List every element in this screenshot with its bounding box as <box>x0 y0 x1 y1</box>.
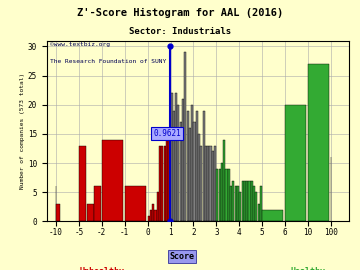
Bar <box>152 204 154 221</box>
Bar <box>260 186 262 221</box>
Bar <box>203 110 205 221</box>
Bar <box>184 52 186 221</box>
Bar <box>210 146 212 221</box>
Bar <box>285 105 306 221</box>
Bar <box>177 105 180 221</box>
Bar <box>216 169 219 221</box>
Bar <box>308 64 329 221</box>
Bar <box>200 146 202 221</box>
Bar <box>191 105 193 221</box>
Bar <box>102 140 123 221</box>
Bar <box>189 128 191 221</box>
Bar <box>207 146 209 221</box>
Bar <box>193 122 195 221</box>
Bar <box>148 215 150 221</box>
Text: 0.9621: 0.9621 <box>153 129 181 138</box>
Bar <box>246 181 248 221</box>
Bar <box>244 181 246 221</box>
Bar <box>221 163 223 221</box>
Bar <box>182 99 184 221</box>
Bar <box>168 134 170 221</box>
Bar <box>196 110 198 221</box>
Bar <box>159 146 161 221</box>
Bar <box>230 186 232 221</box>
Bar <box>251 181 253 221</box>
Bar <box>94 186 101 221</box>
Bar <box>239 192 241 221</box>
Bar <box>154 210 157 221</box>
Bar <box>175 93 177 221</box>
Text: Score: Score <box>170 252 194 261</box>
Text: Sector: Industrials: Sector: Industrials <box>129 27 231 36</box>
Bar <box>214 146 216 221</box>
Bar <box>225 169 228 221</box>
Bar <box>125 186 146 221</box>
Bar <box>173 110 175 221</box>
Bar <box>79 146 86 221</box>
Bar <box>180 122 182 221</box>
Bar <box>212 151 214 221</box>
Bar <box>161 146 163 221</box>
Bar <box>150 210 152 221</box>
Text: Z'-Score Histogram for AAL (2016): Z'-Score Histogram for AAL (2016) <box>77 8 283 18</box>
Text: Healthy: Healthy <box>291 267 325 270</box>
Bar <box>262 210 283 221</box>
Bar <box>86 204 94 221</box>
Bar <box>198 134 200 221</box>
Bar <box>255 192 257 221</box>
Bar <box>235 186 237 221</box>
Bar <box>242 181 244 221</box>
Bar <box>237 186 239 221</box>
Bar <box>186 110 189 221</box>
Bar <box>205 146 207 221</box>
Bar <box>248 181 251 221</box>
Bar <box>171 93 172 221</box>
Bar <box>253 186 255 221</box>
Bar <box>219 169 221 221</box>
Bar <box>166 140 168 221</box>
Bar <box>164 146 166 221</box>
Bar <box>232 181 234 221</box>
Text: Unhealthy: Unhealthy <box>79 267 124 270</box>
Bar <box>223 140 225 221</box>
Text: The Research Foundation of SUNY: The Research Foundation of SUNY <box>50 59 166 64</box>
Bar <box>157 192 159 221</box>
Text: ©www.textbiz.org: ©www.textbiz.org <box>50 42 110 47</box>
Bar <box>56 204 60 221</box>
Bar <box>257 204 260 221</box>
Bar <box>228 169 230 221</box>
Y-axis label: Number of companies (573 total): Number of companies (573 total) <box>20 73 25 189</box>
